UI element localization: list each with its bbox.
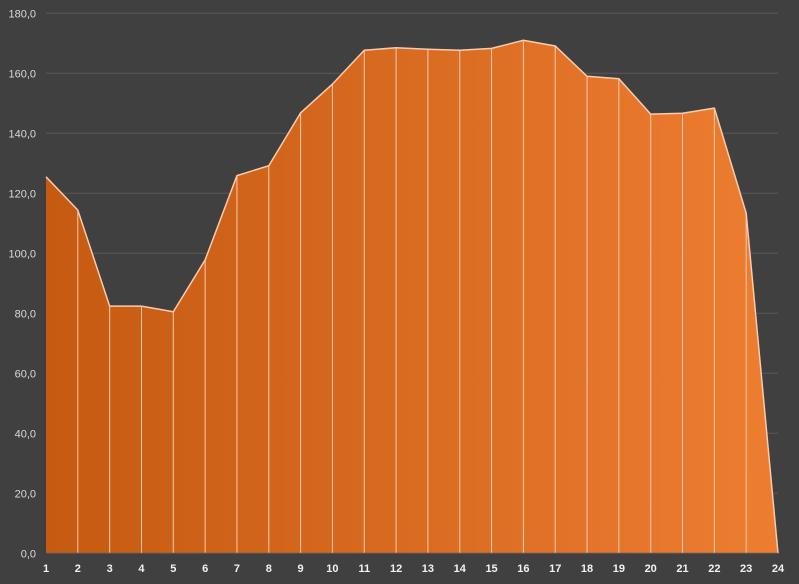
x-tick-label: 11 — [358, 563, 370, 575]
x-tick-label: 10 — [326, 563, 338, 575]
x-tick-label: 19 — [613, 563, 625, 575]
x-tick-label: 3 — [107, 563, 113, 575]
y-tick-label: 160,0 — [8, 68, 36, 80]
y-tick-label: 100,0 — [8, 248, 36, 260]
x-tick-label: 4 — [138, 563, 145, 575]
x-tick-label: 16 — [517, 563, 529, 575]
y-tick-label: 0,0 — [21, 548, 36, 560]
x-tick-label: 13 — [422, 563, 434, 575]
y-tick-label: 40,0 — [15, 428, 36, 440]
y-tick-label: 180,0 — [8, 8, 36, 20]
x-tick-label: 15 — [485, 563, 497, 575]
x-axis: 1 2 3 4 5 6 7 8 9 10 11 12 13 14 15 16 17 18 19 20 21 22 23 24 — [43, 552, 785, 575]
y-tick-label: 140,0 — [8, 128, 36, 140]
x-tick-label: 22 — [708, 563, 720, 575]
x-tick-label: 9 — [298, 563, 304, 575]
y-tick-label: 20,0 — [15, 488, 36, 500]
x-tick-label: 14 — [454, 563, 467, 575]
y-tick-label: 120,0 — [8, 188, 36, 200]
x-tick-label: 23 — [740, 563, 752, 575]
area-series — [45, 39, 779, 554]
area-fill — [46, 40, 778, 554]
x-tick-label: 2 — [75, 563, 81, 575]
x-tick-label: 18 — [581, 563, 593, 575]
x-tick-label: 24 — [772, 563, 785, 575]
x-tick-label: 17 — [549, 563, 561, 575]
x-tick-label: 5 — [170, 563, 176, 575]
x-tick-label: 12 — [390, 563, 402, 575]
x-tick-label: 6 — [202, 563, 208, 575]
y-tick-label: 80,0 — [15, 308, 36, 320]
x-tick-label: 1 — [43, 563, 49, 575]
x-tick-label: 21 — [676, 563, 688, 575]
y-axis: 0,0 20,0 40,0 60,0 80,0 100,0 120,0 140,0 160,0 1… — [8, 8, 36, 560]
series-line — [45, 39, 779, 554]
y-tick-label: 60,0 — [15, 368, 36, 380]
x-tick-label: 8 — [266, 563, 272, 575]
x-tick-label: 20 — [645, 563, 657, 575]
x-tick-label: 7 — [234, 563, 240, 575]
